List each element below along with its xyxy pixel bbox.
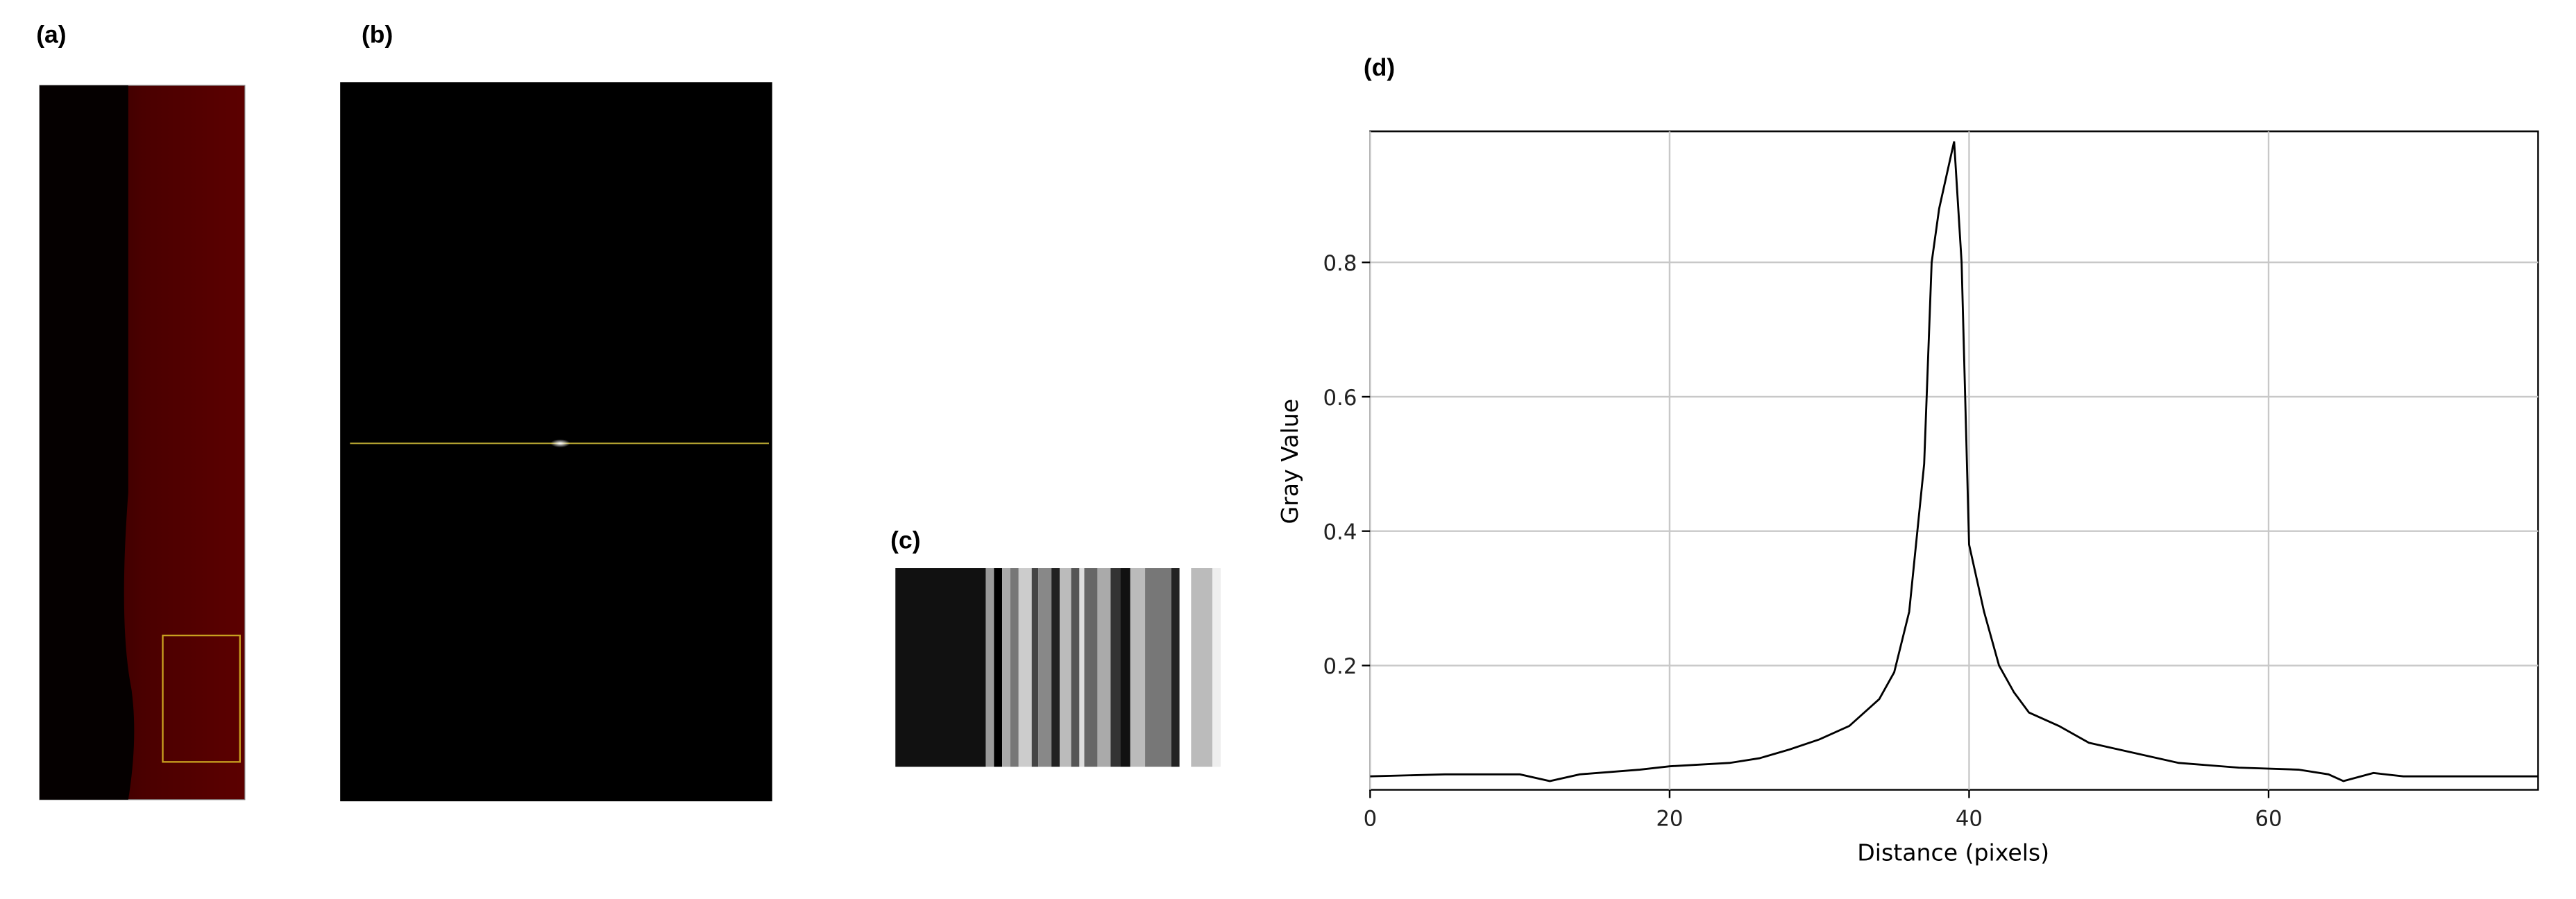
x-tick-label: 20 bbox=[1656, 807, 1683, 832]
x-tick-label: 40 bbox=[1956, 807, 1983, 832]
stripe bbox=[895, 568, 986, 767]
y-tick-label: 0.2 bbox=[1323, 654, 1357, 679]
y-tick-label: 0.4 bbox=[1323, 520, 1357, 545]
stripe bbox=[1145, 568, 1171, 767]
stripe bbox=[1079, 568, 1085, 767]
stripe bbox=[1097, 568, 1111, 767]
chart-title: (d) bbox=[1364, 53, 1395, 81]
stripe bbox=[1110, 568, 1121, 767]
line-series bbox=[1370, 141, 2539, 782]
stripe bbox=[994, 568, 1003, 767]
image-b bbox=[340, 82, 772, 802]
stripe bbox=[1038, 568, 1052, 767]
stripe bbox=[1010, 568, 1019, 767]
image-c bbox=[895, 568, 1221, 767]
image-a bbox=[39, 85, 246, 800]
panel-label: (b) bbox=[362, 21, 393, 49]
stripe bbox=[1002, 568, 1010, 767]
stripe bbox=[1071, 568, 1080, 767]
y-axis-label: Gray Value bbox=[1276, 399, 1303, 524]
stripe bbox=[1179, 568, 1192, 767]
stripe bbox=[1191, 568, 1213, 767]
stripe bbox=[1051, 568, 1060, 767]
x-tick-label: 0 bbox=[1364, 807, 1378, 832]
stripe bbox=[1130, 568, 1146, 767]
stripe bbox=[1059, 568, 1071, 767]
stripe bbox=[1212, 568, 1221, 767]
panel-label: (a) bbox=[36, 21, 66, 49]
y-tick-label: 0.8 bbox=[1323, 251, 1357, 276]
stripe bbox=[985, 568, 994, 767]
panel-label: (c) bbox=[890, 526, 920, 554]
stripe bbox=[1084, 568, 1098, 767]
plot-area bbox=[1369, 130, 2539, 791]
x-axis-label: Distance (pixels) bbox=[1857, 839, 2049, 866]
stripe bbox=[1031, 568, 1039, 767]
stripe bbox=[1171, 568, 1180, 767]
x-tick-label: 60 bbox=[2255, 807, 2282, 832]
stripe bbox=[1120, 568, 1130, 767]
stripe bbox=[1018, 568, 1032, 767]
y-tick-label: 0.6 bbox=[1323, 386, 1357, 411]
